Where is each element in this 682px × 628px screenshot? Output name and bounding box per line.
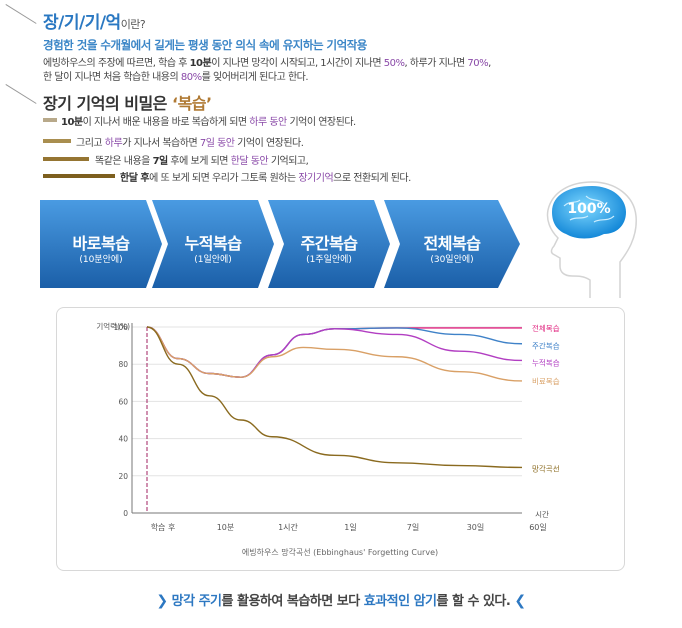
step-sub: (10분안에) xyxy=(79,255,123,265)
step-sub: (1주일안에) xyxy=(306,255,352,265)
brain-label: 100% xyxy=(567,201,610,217)
x-tick-label: 10분 xyxy=(217,523,235,532)
body-line-1: 에빙하우스의 주장에 따르면, 학습 후 10분이 지나면 망각이 시작되고, … xyxy=(43,58,491,69)
step-label: 바로복습 xyxy=(72,234,130,253)
x-tick-label: 1시간 xyxy=(278,522,298,532)
series-line-비료복습 xyxy=(146,326,523,382)
series-label: 누적복습 xyxy=(532,357,560,367)
step-immediate-review: 바로복습 (10분안에) xyxy=(40,200,162,288)
title-decor-line xyxy=(5,84,37,104)
series-label: 비료복습 xyxy=(532,377,560,386)
step-sub: (1일안에) xyxy=(194,255,232,265)
step-full-review: 전체복습 (30일안에) xyxy=(384,200,520,288)
footer-message: ❯ 망각 주기를 활용하여 복습하면 보다 효과적인 암기를 할 수 있다. ❮ xyxy=(156,593,526,609)
review-line-3: 똑같은 내용을 7일 후에 보게 되면 한달 동안 기억되고, xyxy=(95,156,309,167)
x-tick-label: 1일 xyxy=(344,523,356,532)
step-label: 누적복습 xyxy=(184,234,242,253)
series-line-망각곡선 xyxy=(146,326,523,469)
chevron-right-icon: ❯ xyxy=(156,593,168,609)
series-label: 전체복습 xyxy=(532,323,560,333)
x-tick-label: 학습 후 xyxy=(151,522,176,532)
x-tick-label: 7일 xyxy=(407,523,419,532)
review-line-4: 한달 후에 또 보게 되면 우리가 그토록 원하는 장기기억으로 전환되게 된다… xyxy=(120,173,411,184)
step-label: 주간복습 xyxy=(300,234,358,253)
step-weekly-review: 주간복습 (1주일안에) xyxy=(268,200,390,288)
x-axis-label: 시간 xyxy=(535,509,549,519)
y-tick-label: 80 xyxy=(118,360,128,369)
step-cumulative-review: 누적복습 (1일안에) xyxy=(152,200,274,288)
y-axis-label: 기억력(%) xyxy=(96,322,130,331)
y-tick-label: 0 xyxy=(123,509,128,518)
x-tick-label: 30일 xyxy=(467,523,485,532)
review-bar-2 xyxy=(43,139,71,143)
chart-caption: 에빙하우스 망각곡선 (Ebbinghaus' Forgetting Curve… xyxy=(242,547,438,557)
review-bar-3 xyxy=(43,157,89,161)
section-title: 장/기/기/억이란? xyxy=(43,13,146,33)
section-title-2: 장기 기억의 비밀은 ‘복습’ xyxy=(43,94,212,113)
step-label: 전체복습 xyxy=(423,234,481,253)
review-bar-1 xyxy=(43,118,57,122)
series-label: 망각곡선 xyxy=(532,463,560,473)
step-sub: (30일안에) xyxy=(430,255,474,265)
definition-text: 경험한 것을 수개월에서 길게는 평생 동안 의식 속에 유지하는 기억작용 xyxy=(43,38,367,52)
head-brain-icon: 100% xyxy=(520,180,650,298)
review-line-1: 10분이 지나서 배운 내용을 바로 복습하게 되면 하루 동안 기억이 연장된… xyxy=(61,117,356,128)
title-decor-line xyxy=(5,4,37,24)
y-tick-label: 20 xyxy=(118,472,128,481)
body-line-2: 한 달이 지나면 처음 학습한 내용의 80%를 잊어버리게 된다고 한다. xyxy=(43,72,309,83)
review-bar-4 xyxy=(43,174,115,178)
y-tick-label: 100 xyxy=(114,323,129,332)
chevron-left-icon: ❮ xyxy=(514,593,526,609)
series-label: 주간복습 xyxy=(532,341,560,351)
series-line-주간복습 xyxy=(146,326,523,378)
review-line-2: 그리고 하루가 지나서 복습하면 7일 동안 기억이 연장된다. xyxy=(76,138,304,149)
y-tick-label: 40 xyxy=(118,435,128,444)
y-tick-label: 60 xyxy=(118,397,128,406)
x-tick-label: 60일 xyxy=(529,523,547,532)
